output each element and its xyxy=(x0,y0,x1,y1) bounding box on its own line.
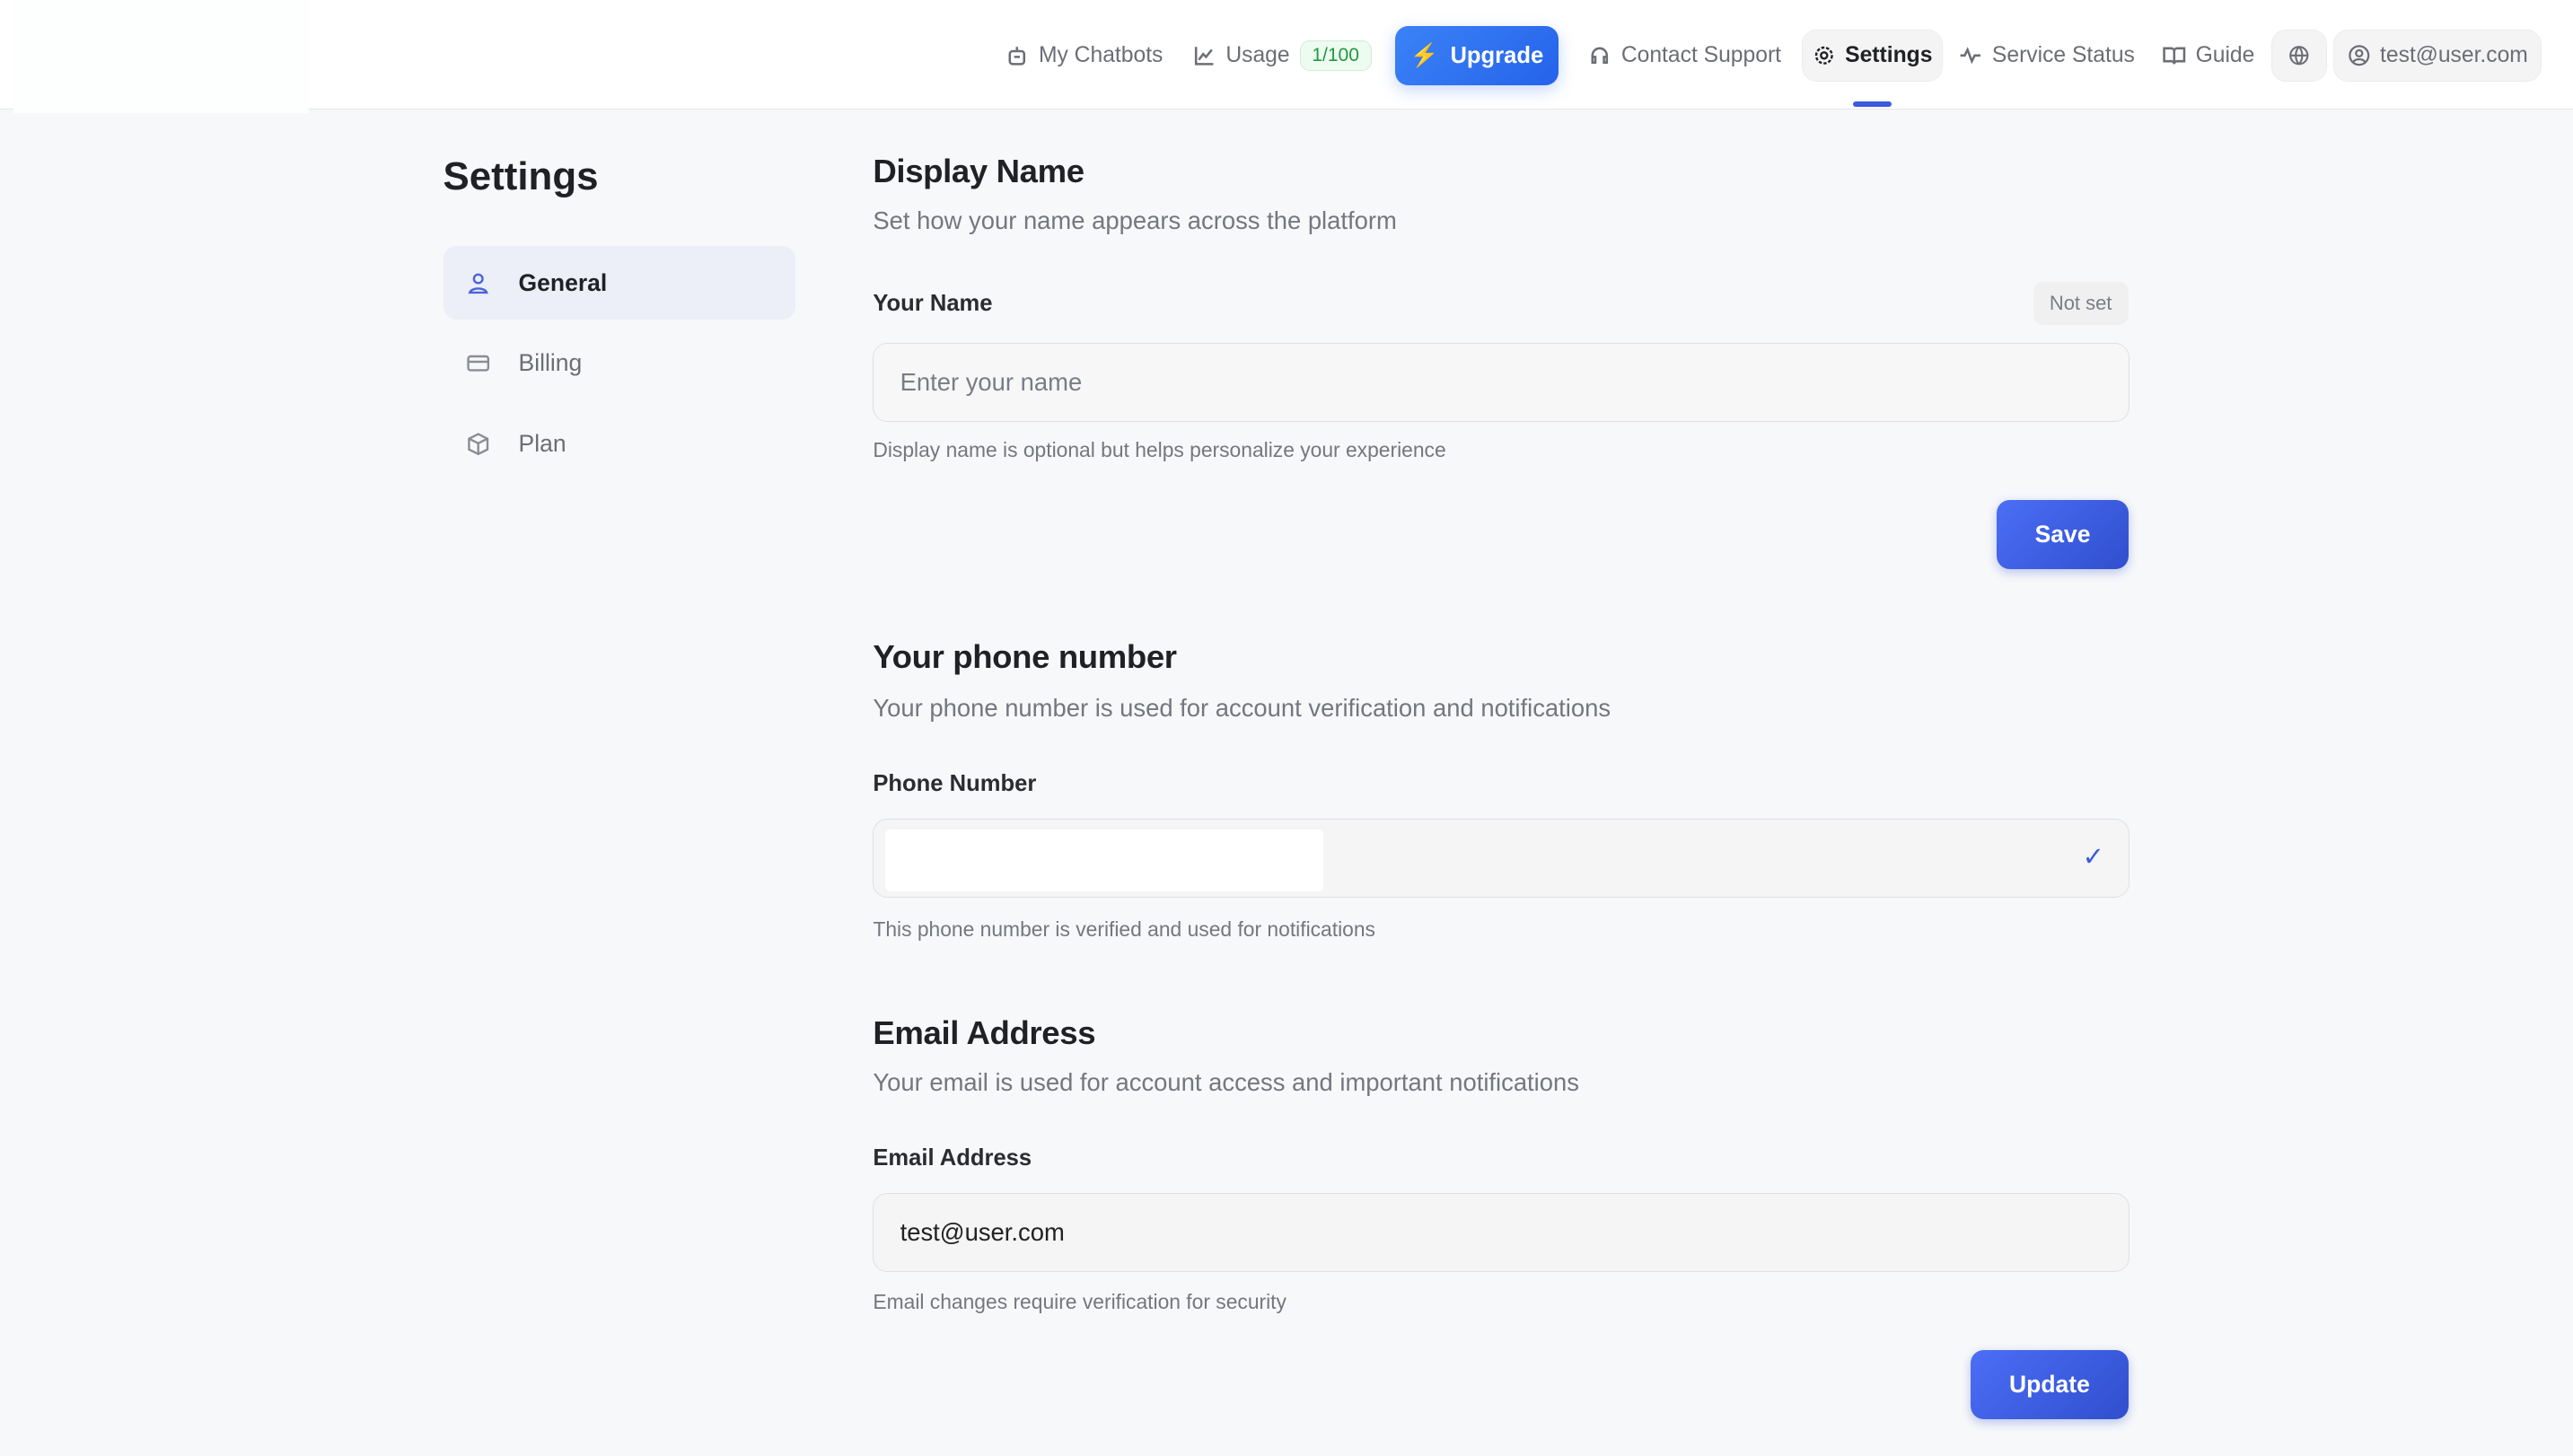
phone-input[interactable]: ✓ xyxy=(873,819,2130,898)
nav-service-status-label: Service Status xyxy=(1991,43,2135,68)
active-tab-indicator xyxy=(1852,101,1892,107)
email-value: test@user.com xyxy=(900,1217,1065,1246)
nav-usage[interactable]: Usage 1/100 xyxy=(1193,30,1372,82)
name-input[interactable]: Enter your name xyxy=(873,343,2130,422)
phone-label: Phone Number xyxy=(873,771,1037,797)
update-button[interactable]: Update xyxy=(1971,1350,2129,1420)
nav-service-status[interactable]: Service Status xyxy=(1959,30,2135,82)
sidebar-item-billing[interactable]: Billing xyxy=(443,327,796,400)
bot-icon xyxy=(1008,47,1026,66)
package-icon xyxy=(468,432,489,455)
display-name-subtitle: Set how your name appears across the pla… xyxy=(873,206,1397,235)
credit-card-icon xyxy=(467,355,490,372)
name-placeholder: Enter your name xyxy=(900,367,1083,396)
sidebar-item-label: Plan xyxy=(518,429,566,457)
usage-badge: 1/100 xyxy=(1299,40,1372,71)
email-help: Email changes require verification for s… xyxy=(873,1289,1286,1313)
chart-line-icon xyxy=(1194,47,1214,66)
user-icon xyxy=(468,273,488,294)
nav-usage-label: Usage xyxy=(1225,43,1290,68)
sidebar-item-label: General xyxy=(518,268,608,296)
lightning-icon: ⚡ xyxy=(1409,43,1439,69)
sidebar-item-plan[interactable]: Plan xyxy=(443,407,796,480)
gear-icon xyxy=(1814,47,1833,66)
globe-icon xyxy=(2289,46,2309,66)
nav-my-chatbots[interactable]: My Chatbots xyxy=(1005,30,1163,82)
user-email: test@user.com xyxy=(2380,43,2528,68)
email-input[interactable]: test@user.com xyxy=(873,1192,2130,1272)
top-nav: My Chatbots Usage 1/100 ⚡ Upgrade Contac… xyxy=(0,0,2573,114)
nav-guide[interactable]: Guide xyxy=(2163,30,2254,82)
email-subtitle: Your email is used for account access an… xyxy=(873,1067,1579,1096)
check-icon: ✓ xyxy=(2082,842,2105,872)
email-heading: Email Address xyxy=(873,1013,1096,1051)
sidebar-item-label: Billing xyxy=(518,349,583,377)
phone-number-field[interactable] xyxy=(885,829,1324,892)
language-button[interactable] xyxy=(2270,29,2327,83)
sidebar-item-general[interactable]: General xyxy=(443,246,796,320)
upgrade-button[interactable]: ⚡ Upgrade xyxy=(1394,26,1559,86)
user-circle-icon xyxy=(2348,45,2369,66)
phone-subtitle: Your phone number is used for account ve… xyxy=(873,694,1611,723)
page-title: Settings xyxy=(443,153,599,198)
nav-guide-label: Guide xyxy=(2195,43,2255,68)
nav-my-chatbots-label: My Chatbots xyxy=(1038,43,1164,68)
nav-contact-support-label: Contact Support xyxy=(1620,43,1782,68)
headset-icon xyxy=(1591,47,1609,65)
phone-heading: Your phone number xyxy=(873,638,1177,675)
book-icon xyxy=(2163,47,2186,65)
user-menu[interactable]: test@user.com xyxy=(2333,29,2542,83)
activity-icon xyxy=(1960,47,1981,65)
nav-settings-label: Settings xyxy=(1845,43,1933,68)
name-status-badge: Not set xyxy=(2033,282,2129,325)
email-label: Email Address xyxy=(873,1145,1032,1171)
phone-help: This phone number is verified and used f… xyxy=(873,917,1375,941)
nav-settings[interactable]: Settings xyxy=(1801,29,1944,83)
nav-contact-support[interactable]: Contact Support xyxy=(1588,30,1781,82)
logo[interactable] xyxy=(13,0,309,114)
save-button[interactable]: Save xyxy=(1997,500,2129,570)
upgrade-label: Upgrade xyxy=(1450,42,1544,68)
name-help: Display name is optional but helps perso… xyxy=(873,438,1446,462)
display-name-heading: Display Name xyxy=(873,152,1085,189)
your-name-label: Your Name xyxy=(873,290,993,316)
